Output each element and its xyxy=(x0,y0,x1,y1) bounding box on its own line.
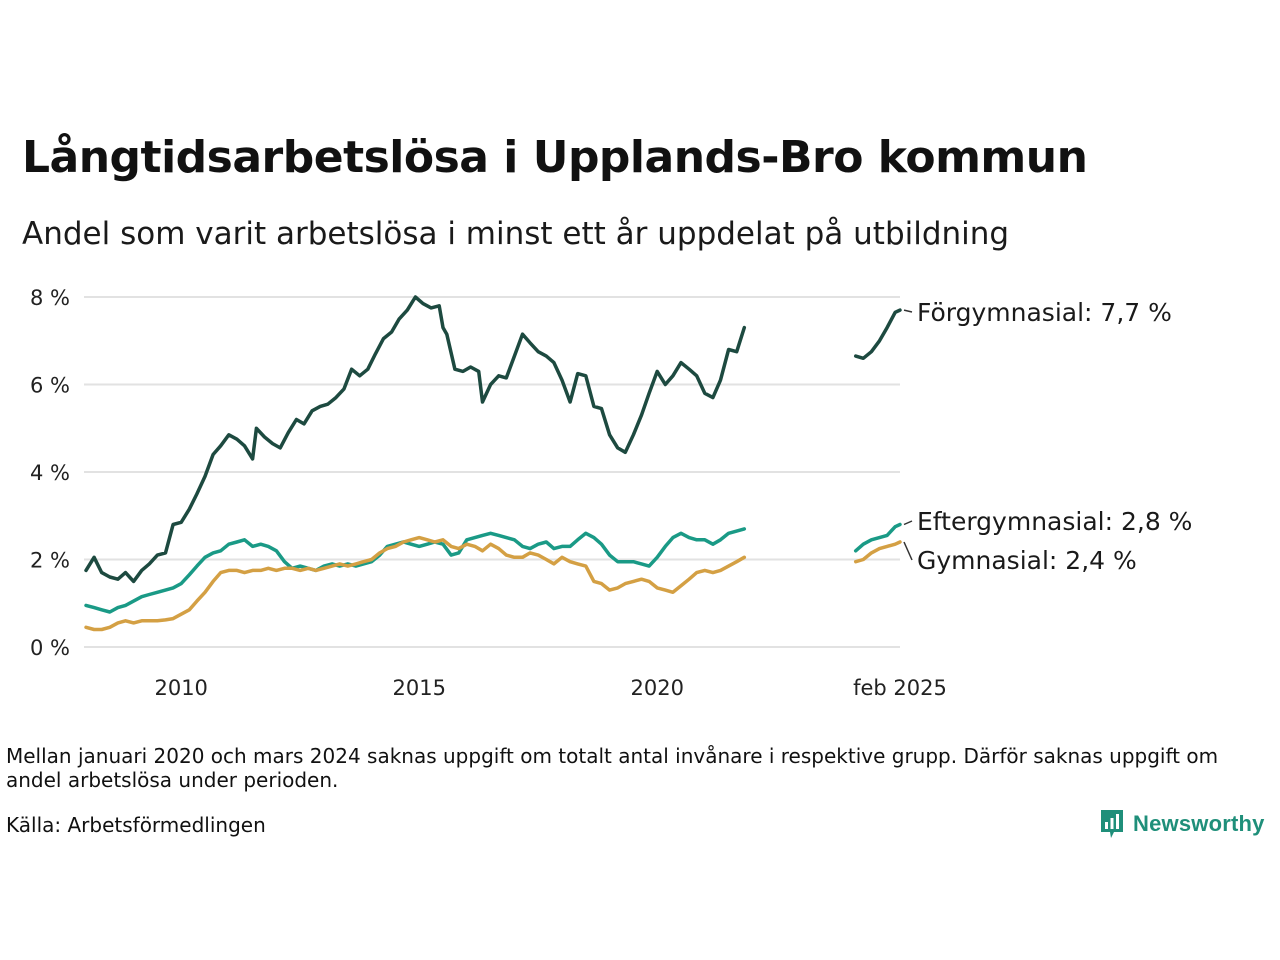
end-label-leader xyxy=(903,520,913,526)
y-tick-label: 2 % xyxy=(30,549,70,573)
y-tick-label: 8 % xyxy=(30,286,70,310)
series-line-gymnasial-1 xyxy=(853,540,902,564)
y-tick-label: 4 % xyxy=(30,461,70,485)
end-label-leader xyxy=(903,541,913,561)
series-end-labels: Förgymnasial: 7,7 % Eftergymnasial: 2,8 %… xyxy=(903,298,1192,575)
series-lines xyxy=(84,295,902,632)
chart-title: Långtidsarbetslösa i Upplands-Bro kommun xyxy=(22,132,1088,183)
newsworthy-logo[interactable]: Newsworthy xyxy=(1099,808,1265,840)
series-end-label: Förgymnasial: 7,7 % xyxy=(917,298,1172,327)
x-axis-tick-labels: 2010 2015 2020 feb 2025 xyxy=(154,676,946,700)
source-credit: Källa: Arbetsförmedlingen xyxy=(6,813,266,837)
series-line-gymnasial-0 xyxy=(84,535,747,632)
x-tick-label: 2015 xyxy=(392,676,445,700)
x-tick-label: 2020 xyxy=(631,676,684,700)
series-end-label: Eftergymnasial: 2,8 % xyxy=(917,507,1192,536)
series-end-label: Gymnasial: 2,4 % xyxy=(917,546,1137,575)
y-tick-label: 0 % xyxy=(30,636,70,660)
footnote: Mellan januari 2020 och mars 2024 saknas… xyxy=(6,744,1219,792)
gridlines xyxy=(84,296,900,648)
x-tick-label: 2010 xyxy=(154,676,207,700)
y-axis-tick-labels: 0 % 2 % 4 % 6 % 8 % xyxy=(30,286,70,660)
chart-subtitle: Andel som varit arbetslösa i minst ett å… xyxy=(22,216,1010,252)
series-line-förgymnasial-0 xyxy=(84,295,747,584)
newsworthy-logo-text: Newsworthy xyxy=(1133,811,1265,836)
x-tick-label: feb 2025 xyxy=(853,676,947,700)
line-chart: 0 % 2 % 4 % 6 % 8 % 2010 2015 2020 feb 2025 För… xyxy=(30,286,1192,700)
newsworthy-logo-icon xyxy=(1101,810,1123,838)
y-tick-label: 6 % xyxy=(30,374,70,398)
series-line-eftergymnasial-1 xyxy=(853,522,902,553)
end-label-leader xyxy=(903,309,913,313)
series-line-eftergymnasial-0 xyxy=(84,527,747,614)
series-line-förgymnasial-1 xyxy=(853,308,902,361)
